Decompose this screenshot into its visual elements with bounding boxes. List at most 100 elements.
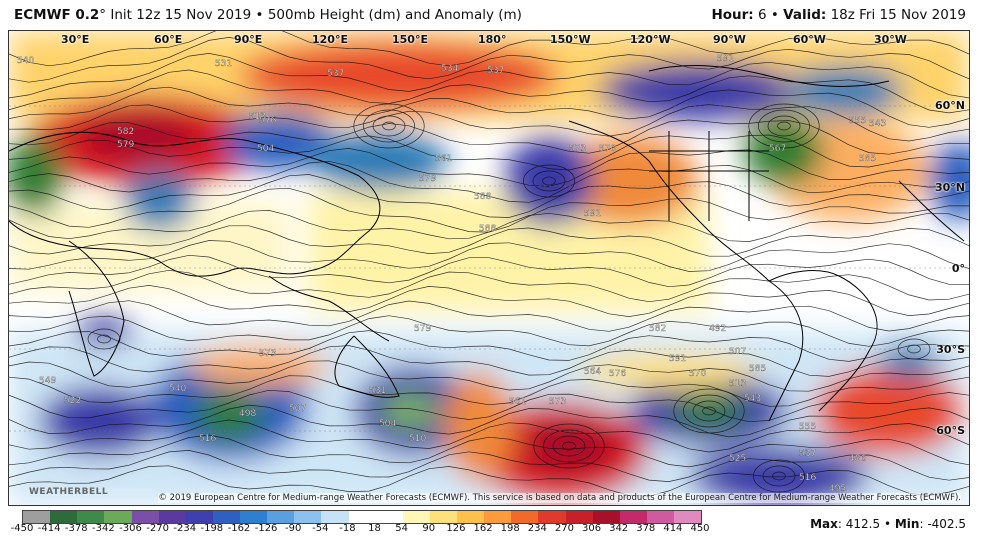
height-label: 576 [609,369,626,379]
colorbar-swatch [619,511,647,523]
height-label: 588 [479,224,496,234]
height-label: 507 [289,404,306,414]
colorbar-tick-label: -234 [173,523,197,534]
height-contour [533,423,605,469]
height-contour [9,104,969,142]
height-label: 540 [17,56,34,66]
colorbar-tick-label: 234 [527,523,547,534]
height-label: 549 [39,376,56,386]
height-contour [758,109,810,143]
colorbar-tick-label: 342 [609,523,629,534]
height-contour [702,406,716,416]
height-label: 486 [849,454,866,464]
height-label: 570 [689,369,706,379]
colorbar-tick-label: 270 [554,523,574,534]
height-contour [673,388,745,434]
height-label: 570 [599,144,616,154]
height-contour [683,394,735,428]
height-contour [762,465,796,487]
colorbar-tick-label: 18 [368,523,381,534]
lat-label: 30°N [934,181,965,194]
height-label: 516 [199,434,216,444]
height-label: 579 [414,324,431,334]
model-name: ECMWF 0.2 [14,7,100,23]
colorbar-swatch [50,511,78,523]
colorbar-swatch [538,511,566,523]
height-label: 561 [509,397,526,407]
height-label: 561 [435,154,452,164]
lat-label: 0° [951,262,965,275]
lon-label: 150°E [392,33,428,46]
height-contour [9,174,969,218]
bullet: • [255,7,264,23]
colorbar-tick-label: 306 [581,523,602,534]
height-contour [9,419,969,453]
height-contour [9,404,969,438]
height-label: 582 [117,127,134,137]
height-contour [552,435,586,457]
lat-label: 30°S [936,343,965,356]
colorbar-tick-label: -54 [312,523,329,534]
colorbar-swatch [240,511,268,523]
height-contour [692,400,726,422]
height-label: 579 [117,140,134,150]
height-label: 579 [419,174,436,184]
colorbar-tick-label: -342 [92,523,115,534]
colorbar-swatch [267,511,295,523]
colorbar-tick-label: 162 [473,523,493,534]
lon-label: 120°W [630,33,671,46]
lon-label: 30°W [874,33,907,46]
colorbar-tick-label: 198 [500,523,520,534]
height-label: 585 [749,364,766,374]
coastlines [9,65,965,422]
height-label: 543 [744,394,761,404]
lat-label: 60°S [936,424,965,437]
height-label: 531 [215,59,232,69]
height-label: 585 [859,154,876,164]
colorbar-tick-label: -378 [64,523,88,534]
height-contour [542,176,556,186]
height-label: 507 [729,347,746,357]
height-label: 516 [799,473,816,483]
colorbar-swatch [565,511,593,523]
init-time: Init 12z 15 Nov 2019 [110,7,252,23]
height-contour [772,471,786,481]
colorbar-tick-label: 378 [636,523,656,534]
height-label: 588 [474,192,491,202]
height-contour [9,360,969,392]
height-label: 495 [829,484,846,494]
valid-label: Valid: [783,7,827,23]
height-contour [562,441,576,451]
height-label: 555 [849,116,866,126]
bullet-3: • [883,517,892,531]
height-label: 573 [259,349,276,359]
colorbar-swatch [646,511,674,523]
colorbar-tick-label: 126 [446,523,466,534]
height-contour [9,37,969,83]
colorbar-tick-label: -306 [119,523,142,534]
min-max-readout: Max: 412.5 • Min: -402.5 [810,517,966,531]
height-contour [9,160,969,203]
colorbar-tick-label: -162 [227,523,251,534]
height-label: 534 [441,64,458,74]
colorbar-tick-label: -450 [10,523,34,534]
product-name: 500mb Height (dm) and Anomaly (m) [267,7,522,23]
bullet-2: • [770,7,779,23]
height-contour [9,69,969,114]
colorbar-swatch [402,511,430,523]
height-contour [523,164,575,198]
height-contour [9,134,969,171]
anomaly-field [9,31,969,505]
graticule [9,105,969,432]
height-label: 555 [799,422,816,432]
height-contour [9,31,969,67]
colorbar-swatch [348,511,376,523]
header: ECMWF 0.2° Init 12z 15 Nov 2019 • 500mb … [0,0,984,30]
colorbar-swatch [185,511,213,523]
height-label: 498 [239,409,256,419]
colorbar-tick-label: 54 [395,523,409,534]
height-label: 537 [799,449,816,459]
height-contour [9,345,969,377]
colorbar-swatch [674,511,702,523]
height-contour [9,254,969,288]
